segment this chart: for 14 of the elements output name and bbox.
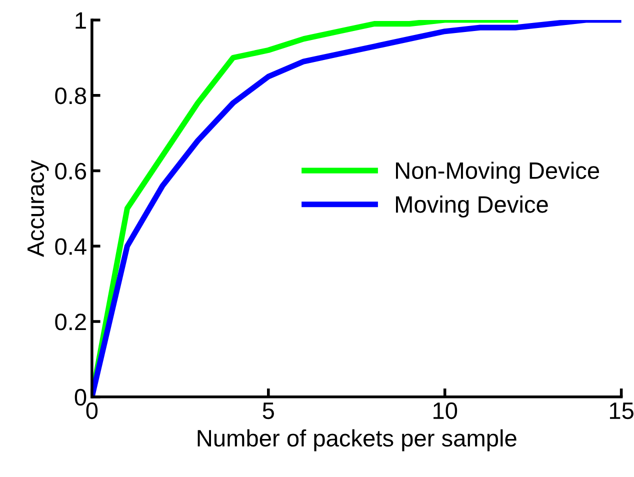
- y-tick-label: 0.2: [55, 314, 86, 330]
- y-axis-title: Accuracy: [28, 160, 49, 257]
- y-tick-label: 0.4: [55, 238, 86, 255]
- y-tick-label: 0.6: [55, 162, 86, 180]
- x-tick-label: 15: [610, 402, 634, 420]
- y-tick-label: 0: [74, 388, 86, 406]
- x-axis-title: Number of packets per sample: [198, 429, 516, 452]
- x-tick-label: 0: [86, 402, 98, 420]
- x-tick-label: 10: [434, 402, 458, 420]
- y-tick-label: 1: [76, 12, 86, 29]
- x-tick-label: 5: [262, 402, 274, 420]
- legend-label: Moving Device: [396, 196, 548, 218]
- legend-label: Non-Moving Device: [396, 162, 600, 184]
- y-tick-label: 0.8: [55, 87, 86, 104]
